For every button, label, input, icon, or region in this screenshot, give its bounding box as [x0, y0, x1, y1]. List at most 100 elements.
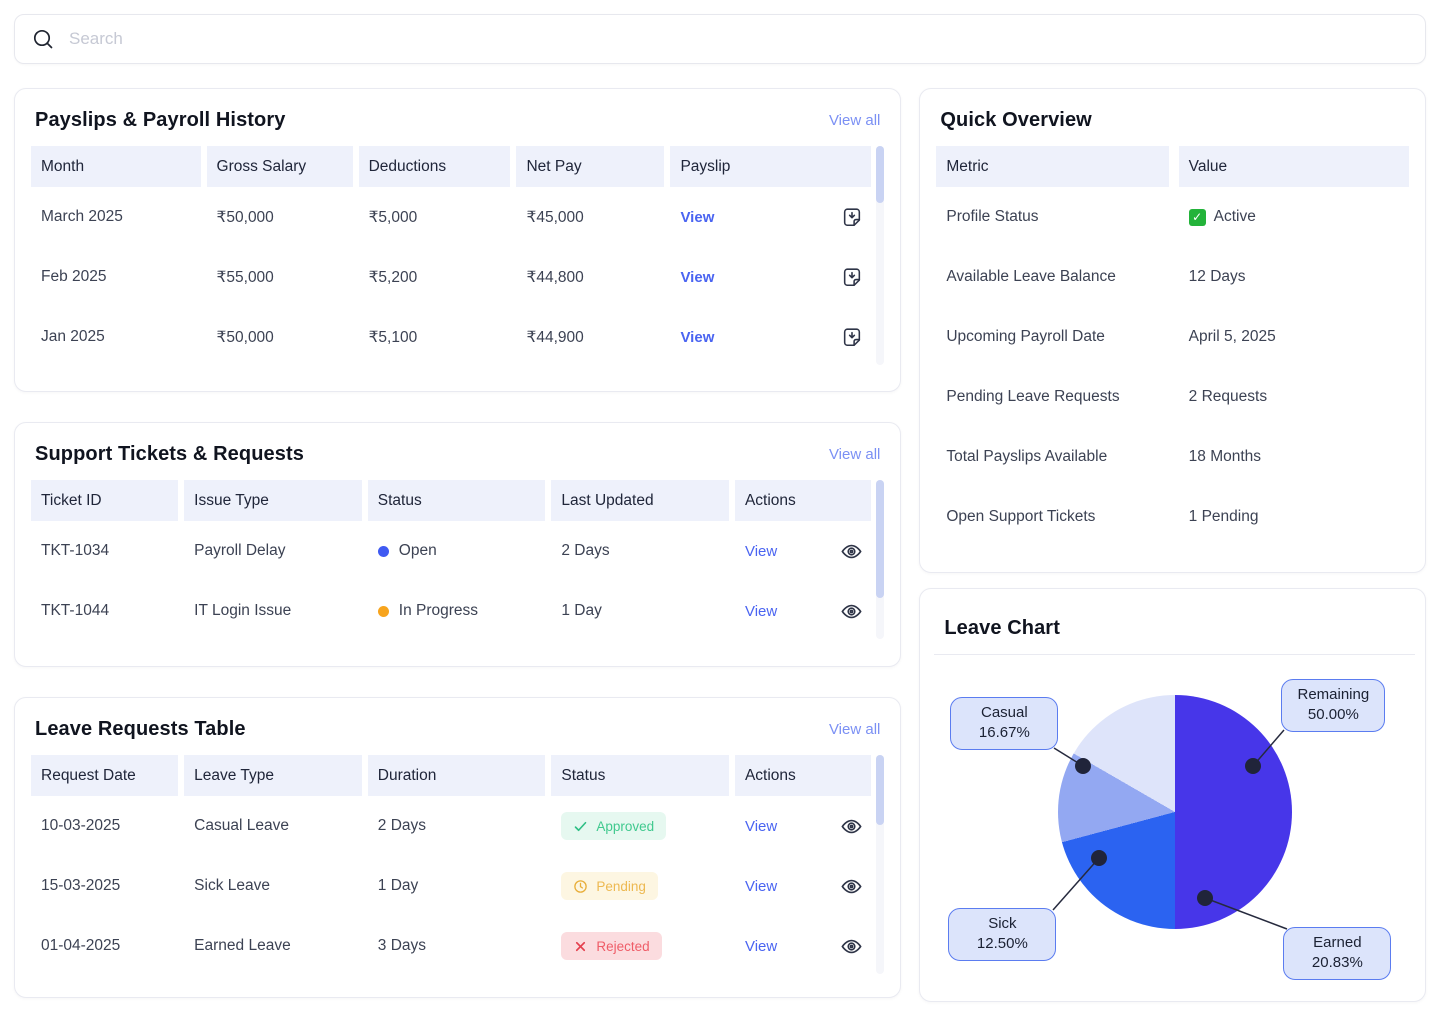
cell-month: Jan 2025	[31, 328, 201, 346]
cell-value: April 5, 2025	[1179, 328, 1409, 346]
scrollbar-thumb[interactable]	[876, 480, 884, 598]
pie-label-casual: Casual 16.67%	[950, 697, 1058, 750]
download-payslip-icon[interactable]	[841, 206, 863, 228]
eye-icon[interactable]	[840, 875, 863, 898]
overview-row: Open Support Tickets 1 Pending	[936, 487, 1409, 547]
cell-request-date: 10-03-2025	[31, 817, 178, 835]
pending-icon	[573, 879, 588, 894]
download-payslip-icon[interactable]	[841, 266, 863, 288]
view-payslip-link[interactable]: View	[680, 269, 714, 286]
overview-table-header: Metric Value	[936, 146, 1409, 187]
slice-label: Earned	[1286, 933, 1388, 953]
cell-metric: Profile Status	[936, 208, 1168, 226]
eye-icon[interactable]	[840, 540, 863, 563]
column-header-status: Status	[551, 755, 729, 796]
cell-issue-type: IT Login Issue	[184, 602, 362, 620]
column-header-deductions: Deductions	[359, 146, 511, 187]
leaves-view-all-link[interactable]: View all	[829, 721, 880, 738]
payslips-card: Payslips & Payroll History View all Mont…	[14, 88, 901, 392]
payslips-title: Payslips & Payroll History	[35, 109, 285, 132]
column-header-request-date: Request Date	[31, 755, 178, 796]
tickets-table-header: Ticket ID Issue Type Status Last Updated…	[31, 480, 871, 521]
cell-value: ✓Active	[1179, 208, 1409, 226]
cell-actions: View	[735, 935, 871, 958]
cell-ticket-id: TKT-1034	[31, 542, 178, 560]
scrollbar-thumb[interactable]	[876, 755, 884, 825]
payslips-table-header: Month Gross Salary Deductions Net Pay Pa…	[31, 146, 871, 187]
cell-leave-type: Sick Leave	[184, 877, 362, 895]
column-header-leave-type: Leave Type	[184, 755, 362, 796]
cell-metric: Total Payslips Available	[936, 448, 1168, 466]
approved-icon	[573, 819, 588, 834]
ticket-row: TKT-1044 IT Login Issue In Progress 1 Da…	[31, 581, 871, 641]
column-header-gross-salary: Gross Salary	[207, 146, 353, 187]
cell-month: Feb 2025	[31, 268, 201, 286]
view-leave-link[interactable]: View	[745, 938, 777, 955]
cell-value: 18 Months	[1179, 448, 1409, 466]
leave-row: 01-04-2025 Earned Leave 3 Days Rejected …	[31, 916, 871, 976]
cell-leave-type: Casual Leave	[184, 817, 362, 835]
cell-status: Open	[368, 542, 546, 560]
view-payslip-link[interactable]: View	[680, 209, 714, 226]
column-header-actions: Actions	[735, 480, 871, 521]
cell-deductions: ₹5,100	[359, 328, 511, 347]
search-input[interactable]	[69, 29, 1409, 49]
slice-label: Sick	[951, 914, 1053, 934]
pie-chart[interactable]	[1058, 695, 1292, 929]
cell-payslip: View	[670, 326, 871, 348]
payslip-row: March 2025 ₹50,000 ₹5,000 ₹45,000 View	[31, 187, 871, 247]
slice-label: Casual	[953, 703, 1055, 723]
view-payslip-link[interactable]: View	[680, 329, 714, 346]
column-header-value: Value	[1179, 146, 1409, 187]
cell-actions: View	[735, 540, 871, 563]
column-header-month: Month	[31, 146, 201, 187]
eye-icon[interactable]	[840, 600, 863, 623]
cell-month: March 2025	[31, 208, 201, 226]
leaves-table-header: Request Date Leave Type Duration Status …	[31, 755, 871, 796]
cell-metric: Open Support Tickets	[936, 508, 1168, 526]
leave-row: 10-03-2025 Casual Leave 2 Days Approved …	[31, 796, 871, 856]
leave-chart-title: Leave Chart	[944, 617, 1401, 640]
overview-row: Upcoming Payroll Date April 5, 2025	[936, 307, 1409, 367]
column-header-status: Status	[368, 480, 546, 521]
cell-gross-salary: ₹50,000	[207, 328, 353, 347]
cell-gross-salary: ₹50,000	[207, 208, 353, 227]
overview-row: Pending Leave Requests 2 Requests	[936, 367, 1409, 427]
leaves-scrollbar[interactable]	[876, 755, 884, 974]
cell-status: Pending	[551, 872, 729, 900]
overview-table-body: Profile Status ✓Active Available Leave B…	[936, 187, 1409, 547]
status-dot-icon	[378, 546, 389, 557]
cell-payslip: View	[670, 206, 871, 228]
cell-payslip: View	[670, 266, 871, 288]
payslips-view-all-link[interactable]: View all	[829, 112, 880, 129]
payslips-scrollbar[interactable]	[876, 146, 884, 365]
scrollbar-thumb[interactable]	[876, 146, 884, 203]
eye-icon[interactable]	[840, 815, 863, 838]
eye-icon[interactable]	[840, 935, 863, 958]
cell-last-updated: 1 Day	[551, 602, 729, 620]
column-header-actions: Actions	[735, 755, 871, 796]
view-ticket-link[interactable]: View	[745, 543, 777, 560]
payslip-row: Jan 2025 ₹50,000 ₹5,100 ₹44,900 View	[31, 307, 871, 367]
column-header-issue-type: Issue Type	[184, 480, 362, 521]
tickets-view-all-link[interactable]: View all	[829, 446, 880, 463]
leaves-table-body: 10-03-2025 Casual Leave 2 Days Approved …	[31, 796, 871, 976]
slice-percent: 16.67%	[953, 723, 1055, 743]
column-header-metric: Metric	[936, 146, 1168, 187]
download-payslip-icon[interactable]	[841, 326, 863, 348]
tickets-scrollbar[interactable]	[876, 480, 884, 639]
column-header-last-updated: Last Updated	[551, 480, 729, 521]
pie-label-earned: Earned 20.83%	[1283, 927, 1391, 980]
green-check-emoji-icon: ✓	[1189, 209, 1206, 226]
cell-status: Rejected	[551, 932, 729, 960]
pie-label-remaining: Remaining 50.00%	[1281, 679, 1385, 732]
view-ticket-link[interactable]: View	[745, 603, 777, 620]
view-leave-link[interactable]: View	[745, 878, 777, 895]
cell-actions: View	[735, 875, 871, 898]
column-header-net-pay: Net Pay	[516, 146, 664, 187]
view-leave-link[interactable]: View	[745, 818, 777, 835]
cell-duration: 2 Days	[368, 817, 546, 835]
cell-metric: Upcoming Payroll Date	[936, 328, 1168, 346]
cell-request-date: 01-04-2025	[31, 937, 178, 955]
cell-value: 12 Days	[1179, 268, 1409, 286]
